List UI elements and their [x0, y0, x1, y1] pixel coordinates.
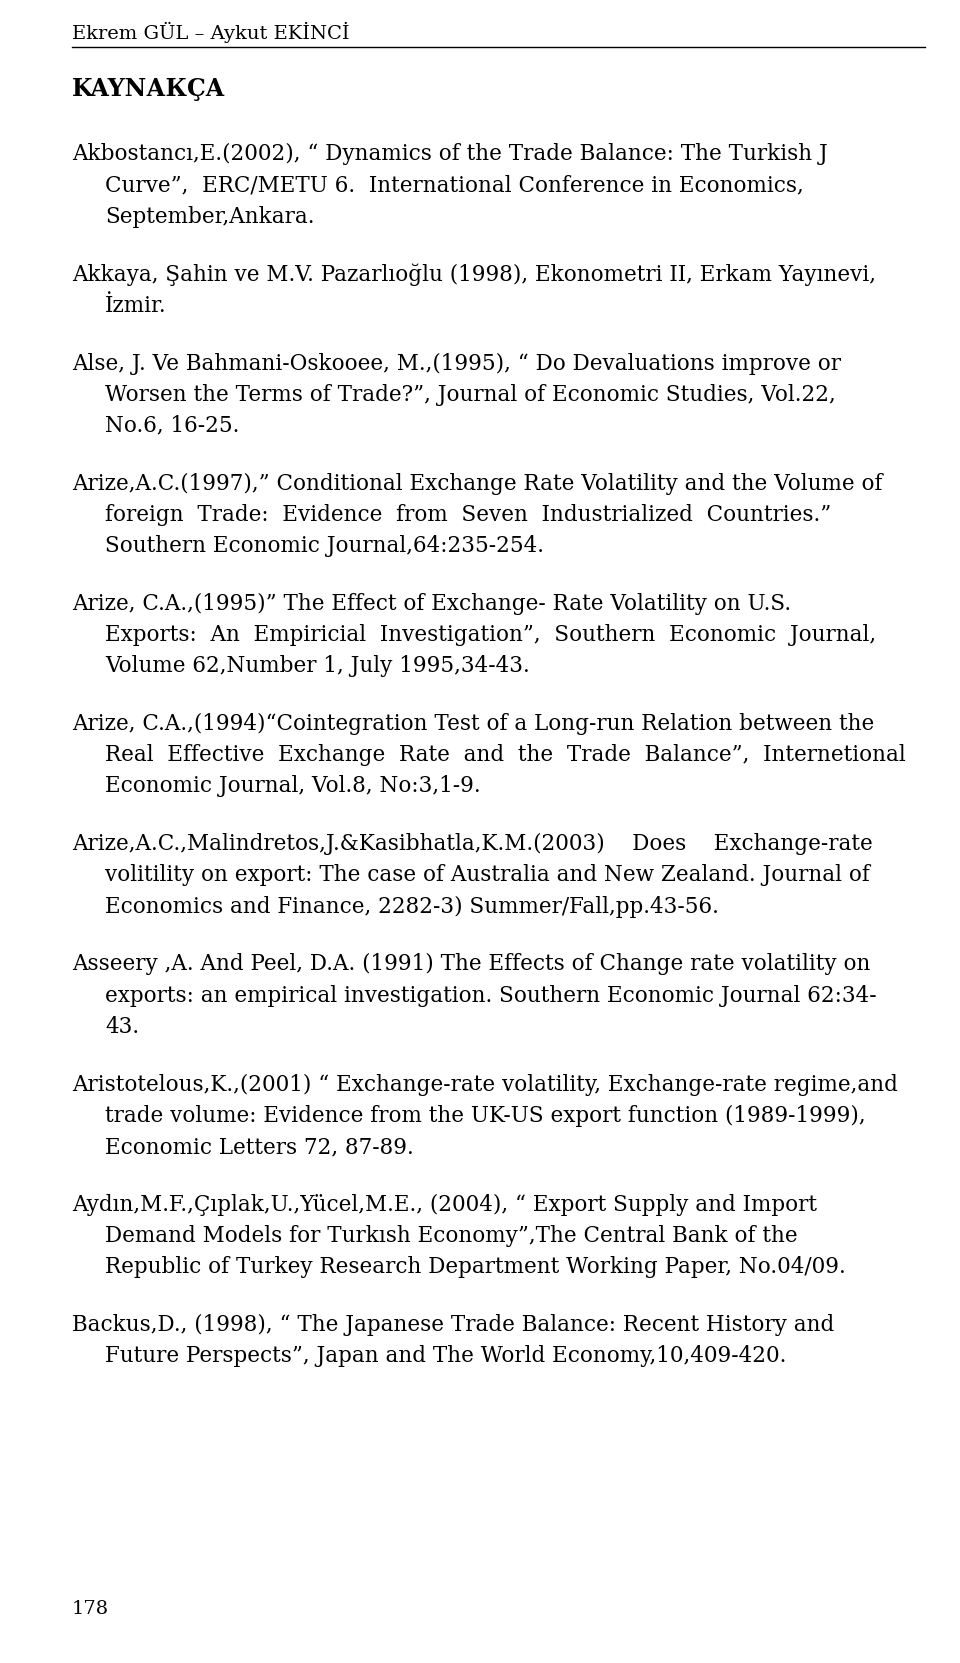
Text: foreign  Trade:  Evidence  from  Seven  Industrialized  Countries.”: foreign Trade: Evidence from Seven Indus… [105, 504, 831, 526]
Text: 178: 178 [72, 1600, 109, 1618]
Text: September,Ankara.: September,Ankara. [105, 206, 315, 228]
Text: İzmir.: İzmir. [105, 294, 167, 316]
Text: Alse, J. Ve Bahmani-Oskooee, M.,(1995), “ Do Devaluations improve or: Alse, J. Ve Bahmani-Oskooee, M.,(1995), … [72, 353, 841, 374]
Text: volitility on export: The case of Australia and New Zealand. Journal of: volitility on export: The case of Austra… [105, 865, 870, 886]
Text: exports: an empirical investigation. Southern Economic Journal 62:34-: exports: an empirical investigation. Sou… [105, 984, 876, 1006]
Text: Worsen the Terms of Trade?”, Journal of Economic Studies, Vol.22,: Worsen the Terms of Trade?”, Journal of … [105, 384, 836, 406]
Text: Asseery ,A. And Peel, D.A. (1991) The Effects of Change rate volatility on: Asseery ,A. And Peel, D.A. (1991) The Ef… [72, 953, 871, 976]
Text: Ekrem GÜL – Aykut EKİNCİ: Ekrem GÜL – Aykut EKİNCİ [72, 22, 349, 43]
Text: Arize,A.C.(1997),” Conditional Exchange Rate Volatility and the Volume of: Arize,A.C.(1997),” Conditional Exchange … [72, 472, 882, 496]
Text: Aydın,M.F.,Çıplak,U.,Yücel,M.E., (2004), “ Export Supply and Import: Aydın,M.F.,Çıplak,U.,Yücel,M.E., (2004),… [72, 1194, 817, 1216]
Text: Economic Letters 72, 87-89.: Economic Letters 72, 87-89. [105, 1136, 414, 1157]
Text: Exports:  An  Empiricial  Investigation”,  Southern  Economic  Journal,: Exports: An Empiricial Investigation”, S… [105, 624, 876, 645]
Text: No.6, 16-25.: No.6, 16-25. [105, 416, 239, 437]
Text: Akbostancı,E.(2002), “ Dynamics of the Trade Balance: The Turkish J: Akbostancı,E.(2002), “ Dynamics of the T… [72, 143, 828, 165]
Text: Aristotelous,K.,(2001) “ Exchange-rate volatility, Exchange-rate regime,and: Aristotelous,K.,(2001) “ Exchange-rate v… [72, 1074, 898, 1096]
Text: Republic of Turkey Research Department Working Paper, No.04/09.: Republic of Turkey Research Department W… [105, 1256, 846, 1279]
Text: 43.: 43. [105, 1016, 139, 1038]
Text: Akkaya, Şahin ve M.V. Pazarlıoğlu (1998), Ekonometri II, Erkam Yayınevi,: Akkaya, Şahin ve M.V. Pazarlıoğlu (1998)… [72, 263, 876, 286]
Text: Economic Journal, Vol.8, No:3,1-9.: Economic Journal, Vol.8, No:3,1-9. [105, 775, 481, 798]
Text: Curve”,  ERC/METU 6.  International Conference in Economics,: Curve”, ERC/METU 6. International Confer… [105, 175, 804, 196]
Text: Volume 62,Number 1, July 1995,34-43.: Volume 62,Number 1, July 1995,34-43. [105, 655, 530, 677]
Text: Economics and Finance, 2282-3) Summer/Fall,pp.43-56.: Economics and Finance, 2282-3) Summer/Fa… [105, 896, 719, 918]
Text: Real  Effective  Exchange  Rate  and  the  Trade  Balance”,  Internetional: Real Effective Exchange Rate and the Tra… [105, 745, 905, 767]
Text: KAYNАКÇA: KAYNАКÇA [72, 76, 226, 101]
Text: Arize, C.A.,(1994)“Cointegration Test of a Long-run Relation between the: Arize, C.A.,(1994)“Cointegration Test of… [72, 713, 875, 735]
Text: Arize, C.A.,(1995)” The Effect of Exchange- Rate Volatility on U.S.: Arize, C.A.,(1995)” The Effect of Exchan… [72, 592, 791, 615]
Text: Backus,D., (1998), “ The Japanese Trade Balance: Recent History and: Backus,D., (1998), “ The Japanese Trade … [72, 1314, 834, 1335]
Text: Future Perspects”, Japan and The World Economy,10,409-420.: Future Perspects”, Japan and The World E… [105, 1345, 786, 1367]
Text: Southern Economic Journal,64:235-254.: Southern Economic Journal,64:235-254. [105, 535, 544, 557]
Text: Arize,A.C.,Malindretos,J.&Kasibhatla,K.M.(2003)    Does    Exchange-rate: Arize,A.C.,Malindretos,J.&Kasibhatla,K.M… [72, 833, 873, 855]
Text: trade volume: Evidence from the UK-US export function (1989-1999),: trade volume: Evidence from the UK-US ex… [105, 1104, 866, 1128]
Text: Demand Models for Turkısh Economy”,The Central Bank of the: Demand Models for Turkısh Economy”,The C… [105, 1226, 798, 1247]
